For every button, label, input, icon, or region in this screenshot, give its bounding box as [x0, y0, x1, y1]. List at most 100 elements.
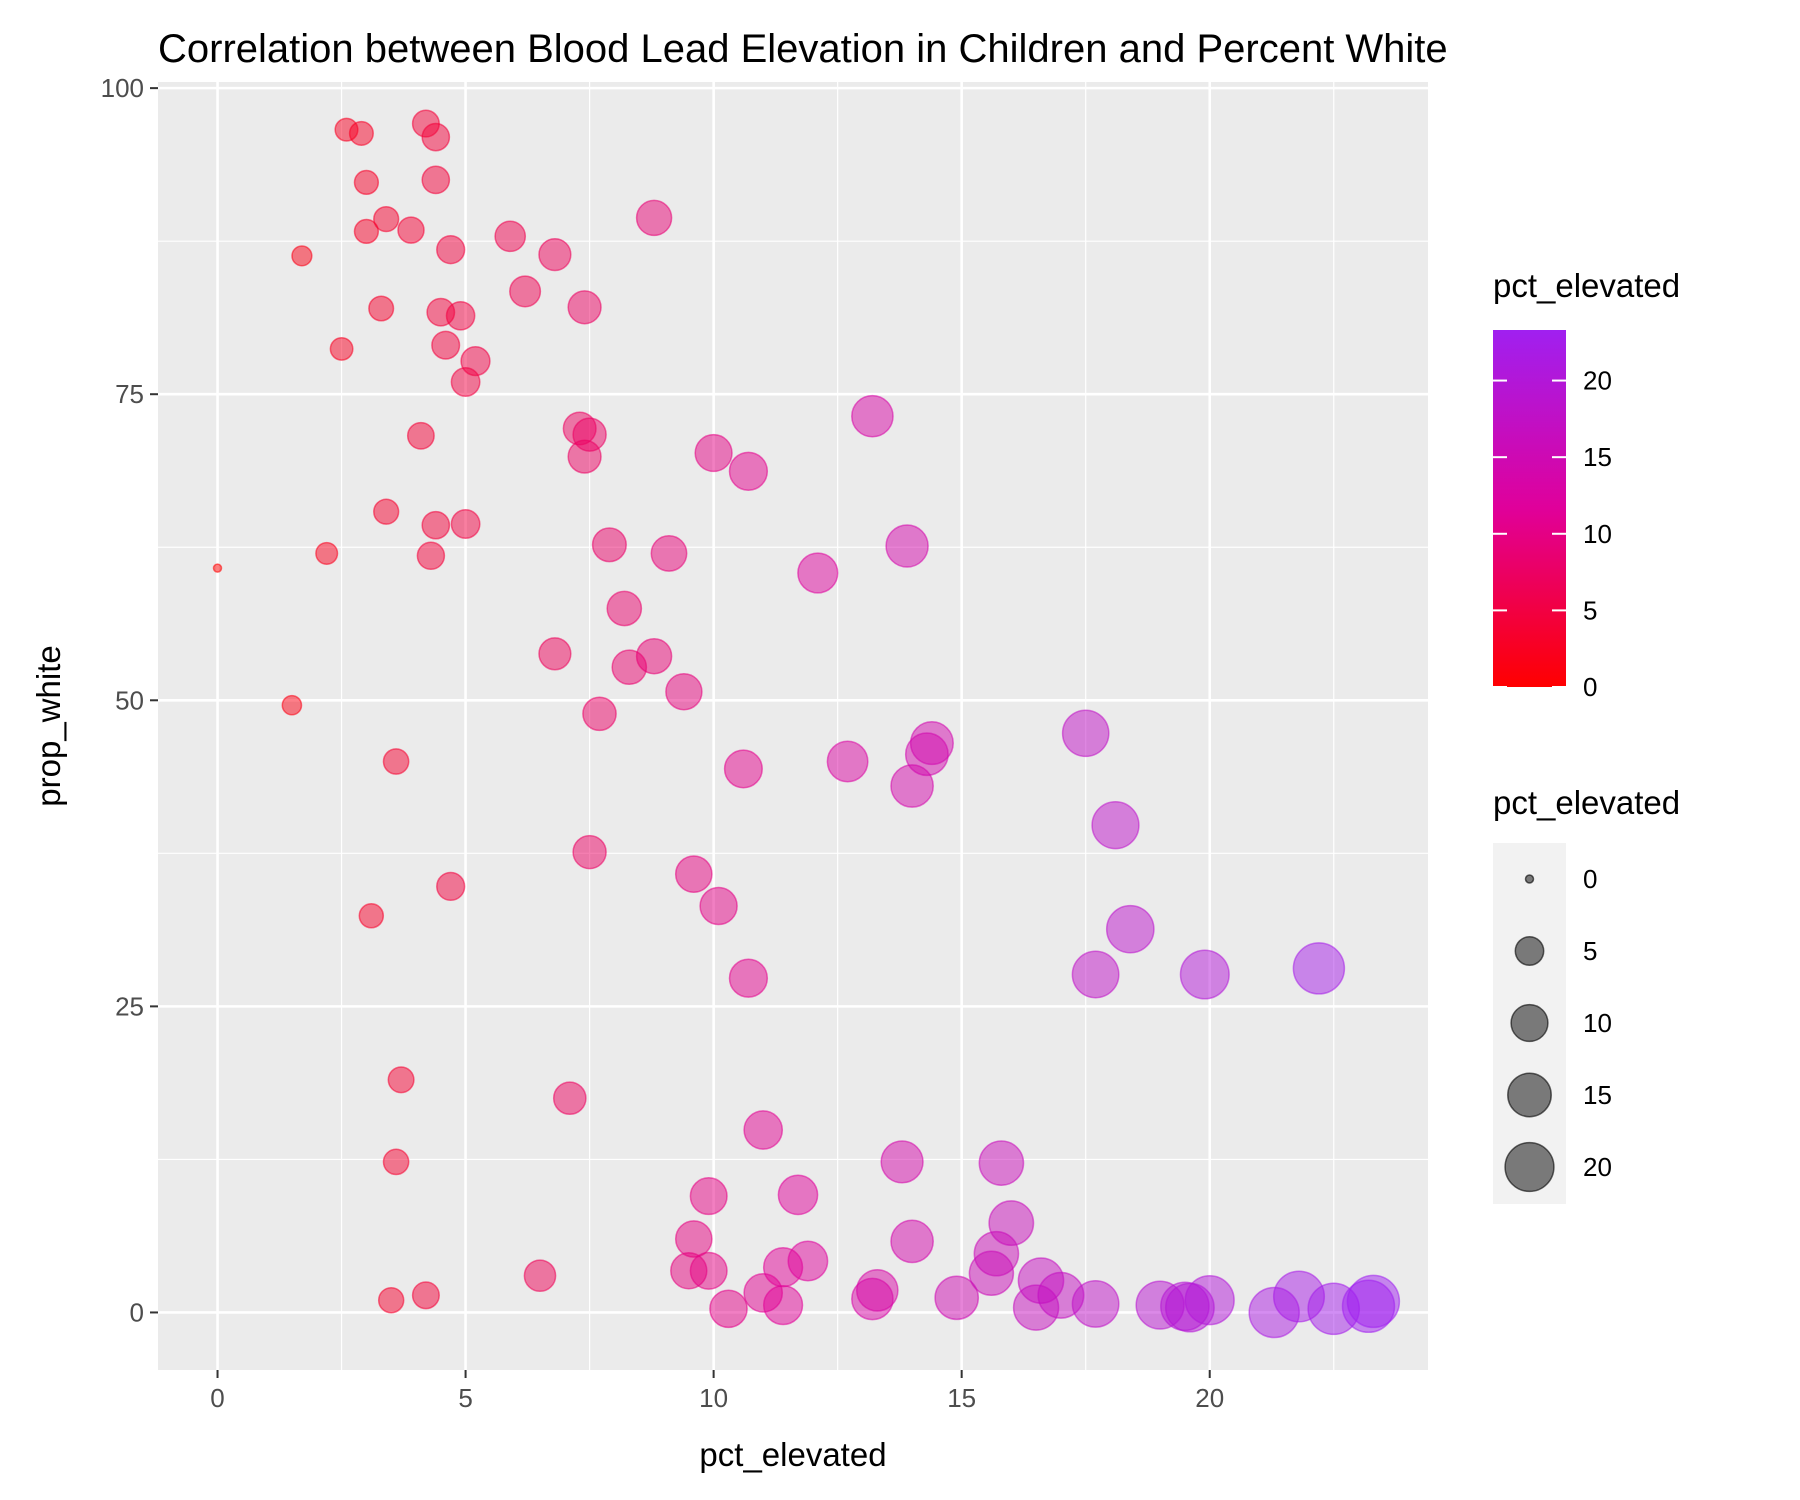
data-point: [445, 300, 476, 331]
data-point: [397, 216, 425, 244]
colorbar-ticks: 0 5 10 15 20: [1493, 366, 1612, 702]
data-point: [855, 1269, 899, 1312]
x-axis-title: pct_elevated: [699, 1436, 886, 1473]
data-point: [1292, 942, 1346, 995]
size-legend-keys: 0 5 10 15 20: [1504, 864, 1612, 1193]
size-legend-key: [1504, 1141, 1555, 1193]
data-point: [460, 345, 491, 377]
data-point: [1105, 904, 1155, 954]
x-tick-label: 5: [458, 1383, 472, 1413]
data-point: [315, 541, 339, 565]
data-point: [689, 1177, 728, 1216]
data-point: [358, 903, 385, 929]
colorbar-tick-label: 10: [1583, 519, 1612, 549]
data-point: [826, 740, 869, 783]
data-point: [909, 721, 954, 766]
data-point: [382, 748, 410, 775]
data-point: [212, 563, 223, 573]
size-legend-label: 20: [1583, 1152, 1612, 1182]
data-point: [368, 295, 395, 322]
data-point: [572, 417, 607, 452]
data-point: [1061, 709, 1110, 758]
data-point: [851, 394, 894, 438]
data-point: [689, 1251, 728, 1290]
data-point: [377, 1286, 405, 1314]
data-point: [743, 1110, 784, 1150]
data-point: [291, 245, 313, 267]
x-tick-label: 20: [1195, 1383, 1224, 1413]
y-tick-label: 25: [115, 991, 144, 1021]
size-legend-key: [1524, 874, 1535, 884]
data-point: [606, 590, 643, 627]
data-point: [1071, 950, 1120, 999]
size-legend-key: [1514, 936, 1545, 966]
size-legend-label: 15: [1583, 1080, 1612, 1110]
data-point: [494, 220, 527, 253]
data-point: [281, 694, 303, 716]
size-legend: pct_elevated 0 5 10 15 20: [1493, 784, 1680, 1204]
data-point: [674, 1220, 713, 1258]
data-point: [1179, 949, 1230, 1000]
data-point: [382, 1148, 410, 1176]
data-point: [728, 451, 769, 491]
data-point: [650, 534, 688, 572]
data-point: [934, 1275, 980, 1321]
data-point: [591, 527, 627, 563]
data-point: [431, 330, 461, 360]
data-point: [890, 1219, 934, 1264]
size-legend-key: [1507, 1072, 1552, 1118]
data-point: [538, 237, 572, 272]
data-point: [728, 958, 769, 998]
data-point: [509, 275, 542, 308]
y-tick-label: 100: [101, 73, 144, 103]
data-point: [373, 205, 400, 233]
data-points: [212, 109, 1401, 1339]
data-point: [406, 421, 435, 450]
y-tick-label: 50: [115, 685, 144, 715]
colorbar: [1493, 330, 1566, 687]
data-point: [387, 1066, 415, 1094]
data-point: [988, 1200, 1035, 1247]
data-point: [572, 834, 607, 870]
chart-title: Correlation between Blood Lead Elevation…: [158, 27, 1448, 71]
data-point: [329, 336, 354, 361]
color-legend-title: pct_elevated: [1493, 267, 1680, 304]
data-point: [787, 1240, 829, 1282]
data-point: [674, 855, 713, 893]
data-point: [694, 433, 733, 473]
y-tick-label: 0: [130, 1297, 144, 1327]
data-point: [552, 1081, 587, 1116]
data-point: [709, 1289, 748, 1329]
data-point: [450, 509, 481, 539]
data-point: [523, 1259, 557, 1293]
colorbar-tick-label: 20: [1583, 366, 1612, 396]
color-legend: pct_elevated 0 5 10 15 20: [1493, 267, 1680, 702]
data-point: [421, 510, 451, 540]
data-point: [1184, 1275, 1235, 1326]
data-point: [699, 886, 738, 926]
data-point: [416, 541, 446, 571]
data-point: [373, 498, 400, 525]
data-point: [762, 1284, 804, 1326]
data-point: [353, 169, 380, 196]
size-legend-key: [1510, 1003, 1549, 1043]
x-tick-label: 10: [699, 1383, 728, 1413]
data-point: [978, 1140, 1025, 1186]
x-tick-label: 15: [947, 1383, 976, 1413]
y-tick-label: 75: [115, 379, 144, 409]
data-point: [411, 1281, 440, 1310]
data-point: [353, 218, 380, 245]
data-point: [582, 696, 617, 732]
data-point: [421, 122, 451, 152]
data-point: [436, 235, 466, 265]
data-point: [665, 672, 703, 711]
colorbar-tick-label: 5: [1583, 595, 1597, 625]
data-point: [635, 199, 673, 237]
data-point: [880, 1140, 924, 1184]
data-point: [777, 1174, 819, 1216]
plot-panel: [158, 82, 1428, 1370]
data-point: [635, 637, 673, 675]
colorbar-tick-label: 15: [1583, 442, 1612, 472]
axis-ticks: 0 5 10 15 20 0 25 50 75 100: [101, 73, 1225, 1413]
